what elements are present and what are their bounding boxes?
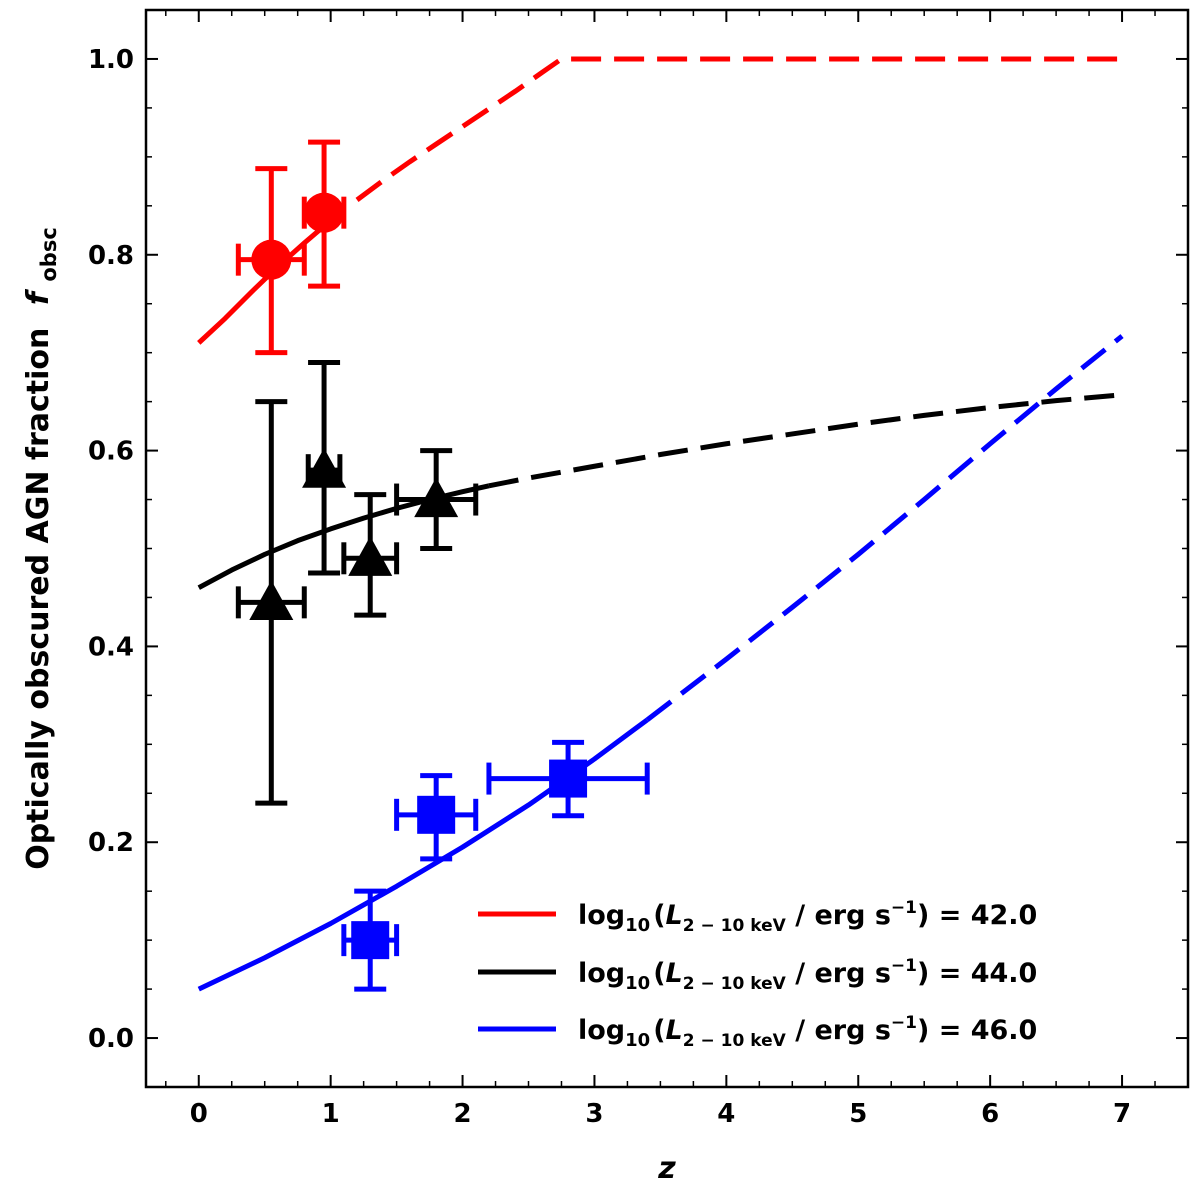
- legend-entry: log10 (L2 − 10 keV / erg s−1) = 44.0: [478, 956, 1037, 994]
- data-point: [235, 399, 307, 806]
- series-0-solid-line: [197, 218, 333, 345]
- x-axis-title: z: [657, 1151, 676, 1186]
- y-axis-title: Optically obscured AGN fraction f obsc: [21, 227, 61, 870]
- data-point: [301, 139, 347, 289]
- series-2-dashed-line: [645, 334, 1124, 722]
- x-tick-label: 6: [981, 1099, 999, 1129]
- data-point: [341, 888, 400, 992]
- circle-marker: [304, 192, 345, 233]
- series-1-dashed-line: [488, 392, 1123, 489]
- circle-marker: [251, 239, 292, 280]
- legend: log10 (L2 − 10 keV / erg s−1) = 42.0 log10…: [478, 898, 1037, 1051]
- axis-ticks: [146, 9, 1189, 1088]
- triangle-marker: [302, 448, 347, 488]
- y-axis-label-text: Optically obscured AGN fraction: [21, 328, 56, 870]
- y-tick-label: 0.2: [88, 828, 134, 858]
- data-point: [394, 448, 479, 551]
- x-tick-label: 7: [1113, 1099, 1131, 1129]
- legend-entry: log10 (L2 − 10 keV / erg s−1) = 42.0: [478, 898, 1037, 936]
- plot-content: [197, 56, 1124, 992]
- y-axis-symbol-subscript: obsc: [37, 227, 61, 281]
- data-point: [486, 739, 650, 819]
- data-point: [235, 166, 307, 356]
- legend-label: log10 (L2 − 10 keV / erg s−1) = 46.0: [578, 1013, 1037, 1051]
- legend-label: log10 (L2 − 10 keV / erg s−1) = 42.0: [578, 898, 1037, 936]
- legend-label: log10 (L2 − 10 keV / erg s−1) = 44.0: [578, 956, 1037, 994]
- series-0: [197, 56, 1123, 356]
- triangle-marker: [249, 580, 294, 620]
- x-tick-label: 0: [190, 1099, 208, 1129]
- series-1: [197, 359, 1123, 806]
- square-marker: [351, 921, 390, 960]
- x-tick-label: 2: [454, 1099, 472, 1129]
- legend-entry: log10 (L2 − 10 keV / erg s−1) = 46.0: [478, 1013, 1037, 1051]
- data-point: [341, 492, 400, 618]
- x-tick-label: 5: [849, 1099, 867, 1129]
- data-point: [302, 359, 347, 576]
- y-tick-label: 1.0: [88, 45, 134, 75]
- square-marker: [417, 795, 456, 834]
- x-tick-label: 4: [717, 1099, 735, 1129]
- y-tick-label: 0.4: [88, 632, 134, 662]
- data-point: [394, 773, 479, 862]
- x-tick-label: 1: [322, 1099, 340, 1129]
- y-tick-label: 0.0: [88, 1024, 134, 1054]
- y-tick-label: 0.8: [88, 241, 134, 271]
- y-tick-label: 0.6: [88, 437, 134, 467]
- tick-labels: 0 1 2 3 4 5 6 7 0.0 0.2 0.4 0.6 0.8 1.0: [88, 45, 1131, 1129]
- triangle-marker: [348, 536, 393, 576]
- triangle-marker: [414, 477, 459, 518]
- x-tick-label: 3: [585, 1099, 603, 1129]
- y-axis-symbol: f: [21, 288, 56, 305]
- square-marker: [549, 759, 588, 798]
- series-0-dashed-line: [355, 56, 1123, 202]
- series-2: [197, 334, 1124, 992]
